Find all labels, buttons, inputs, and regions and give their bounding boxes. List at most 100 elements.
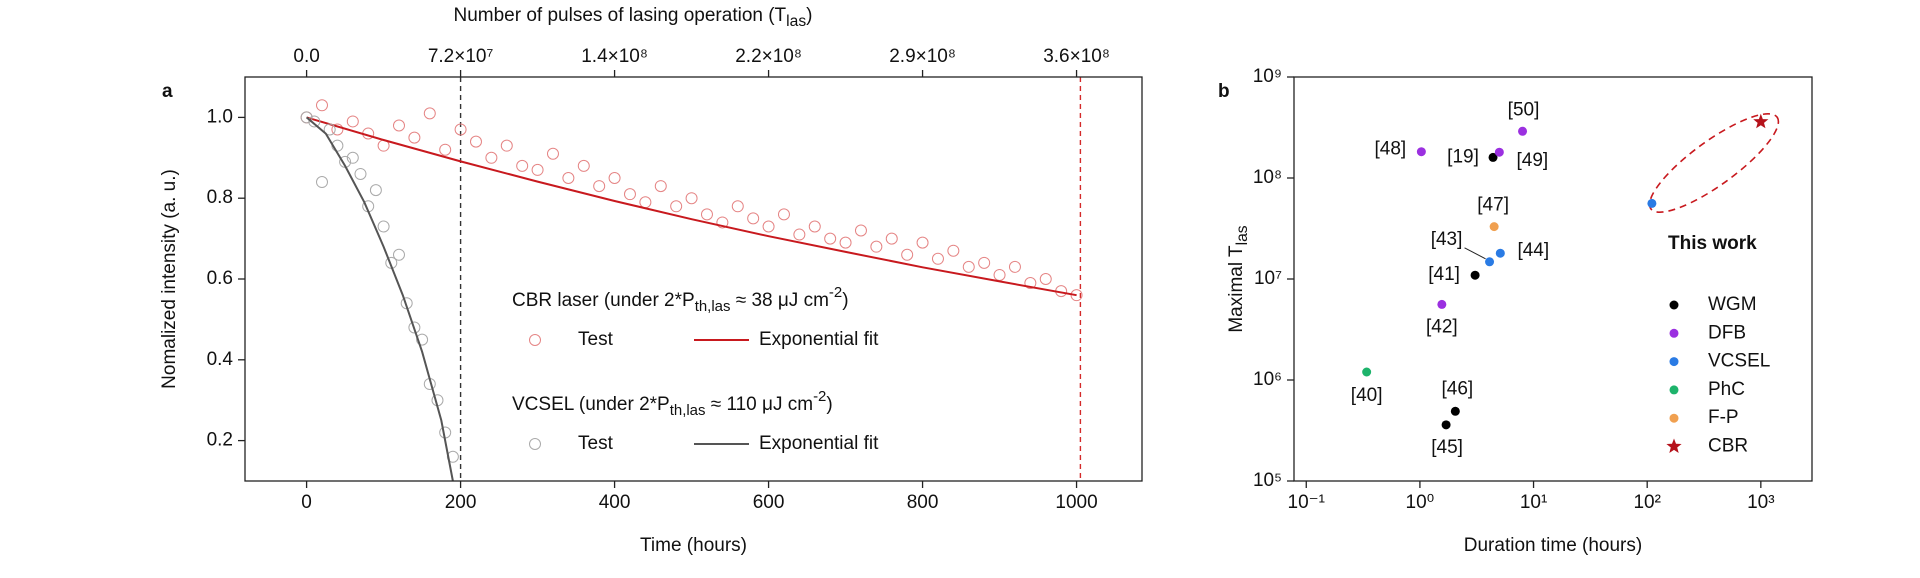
highlight-ellipse [1648,113,1780,213]
x2-tick-label: 7.2×10⁷ [428,46,494,67]
point-label: [43] [1431,229,1463,250]
y-tick-label: 10⁵ [1253,470,1282,491]
data-point [1518,126,1528,136]
point-label: [46] [1441,378,1473,399]
point-label: [40] [1351,385,1383,406]
legend-label: VCSEL [1708,351,1770,372]
data-point [1494,147,1504,157]
data-point [700,208,713,221]
legend-marker [1669,413,1679,423]
data-point [1039,273,1052,285]
panel-label: b [1218,81,1230,102]
data-point [1488,152,1498,162]
data-point [1647,198,1657,208]
data-point [593,180,606,193]
fit-line [306,116,1077,297]
data-point [901,248,914,261]
data-point [469,135,482,148]
legend-group-title-part: ) [826,394,832,415]
data-point [1008,260,1021,273]
data-point [777,208,790,221]
legend-label: WGM [1708,294,1757,315]
data-point [1485,257,1495,267]
legend-marker [1669,300,1679,310]
point-label: [50] [1508,99,1540,120]
y-tick-label: 1.0 [207,106,233,127]
y-tick-label: 10⁹ [1253,66,1282,87]
data-point [885,232,898,245]
point-label: [44] [1517,240,1549,261]
point-label: [41] [1428,264,1460,285]
x-tick-label: 10⁰ [1406,492,1435,513]
legend-group-title-part: ) [842,290,848,311]
y-tick-label: 0.4 [207,349,234,370]
point-label: [45] [1431,437,1463,458]
annotation: This work [1668,233,1757,254]
point-label: [47] [1477,195,1509,216]
point-label: [42] [1426,316,1458,337]
x2-tick-label: 2.2×10⁸ [735,46,802,67]
data-point [562,172,575,184]
legend-label: CBR [1708,436,1748,457]
data-point [670,200,683,213]
data-point [323,123,336,136]
x-tick-label: 10¹ [1520,492,1547,513]
leader-line [1464,247,1486,260]
x2-tick-label: 0.0 [293,46,319,67]
fit-line [305,116,454,482]
data-point [392,119,405,132]
data-point [408,131,421,144]
legend-marker [1669,357,1679,367]
data-point [978,256,991,269]
data-point [623,188,636,201]
data-point [331,123,344,136]
x-tick-label: 200 [445,492,477,513]
data-point [408,321,421,334]
data-point [716,216,729,229]
x-tick-label: 10³ [1747,492,1774,513]
y-tick-label: 10⁷ [1254,268,1282,289]
legend-label: Exponential fit [759,329,879,350]
data-point [762,220,775,233]
data-point [962,260,975,273]
legend-group-title-part: ≈ 110 μJ cm [705,394,813,415]
data-point [485,151,498,164]
x-tick-label: 400 [599,492,631,513]
legend-marker [1669,328,1679,338]
legend-group-title: VCSEL (under 2*Pth,las ≈ 110 μJ cm-2) [512,388,833,419]
legend-group-title-part: -2 [829,284,842,301]
x-tick-label: 10⁻¹ [1288,492,1326,513]
data-point [346,151,359,164]
data-point [516,159,529,172]
data-point [354,167,367,180]
y-axis-title-part: las [1234,225,1251,245]
x2-axis-title-part: ) [806,5,812,26]
data-point [1441,420,1451,430]
legend-group-title-part: th,las [670,402,706,419]
data-point [947,244,960,257]
data-point [454,123,467,136]
legend-group-title-part: ≈ 38 μJ cm [730,290,828,311]
x-tick-label: 800 [907,492,939,513]
x-tick-label: 0 [301,492,312,513]
x-axis-title: Time (hours) [640,535,747,556]
plot-frame [1293,76,1813,482]
data-point [439,143,452,156]
data-point [808,220,821,233]
data-point [731,200,744,213]
legend-label: Test [578,433,614,454]
y-tick-label: 0.8 [207,187,233,208]
data-point [577,159,590,172]
y-axis-title: Nomalized intensity (a. u.) [159,169,180,389]
legend-marker [1669,385,1679,395]
data-point [315,99,328,112]
y-tick-label: 10⁸ [1253,167,1282,188]
x2-axis-title-part: las [786,13,806,30]
data-point [747,212,760,225]
data-point [639,196,652,209]
data-point [654,180,667,193]
x-axis-title: Duration time (hours) [1464,535,1642,556]
data-point [1024,277,1037,290]
data-point [531,163,544,176]
